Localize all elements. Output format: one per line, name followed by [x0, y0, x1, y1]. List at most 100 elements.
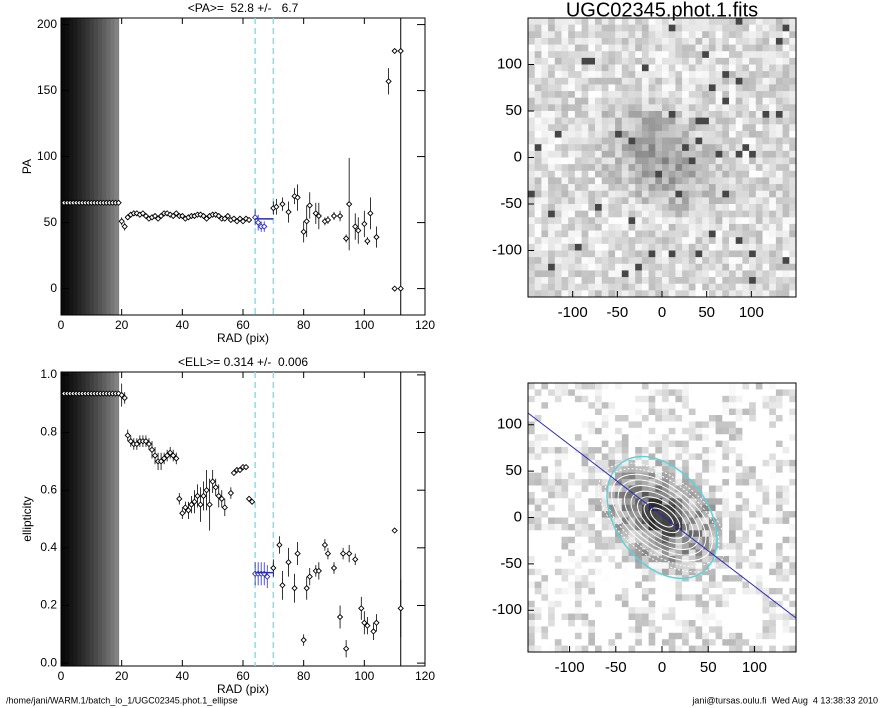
pixel	[789, 459, 797, 467]
pixel	[601, 389, 609, 397]
pixel	[528, 395, 536, 403]
pixel	[749, 150, 757, 158]
pixel	[708, 64, 716, 72]
pixel	[561, 71, 569, 79]
pixel	[749, 600, 757, 608]
pixel	[561, 130, 569, 138]
pixel	[789, 466, 797, 474]
pixel	[708, 440, 716, 448]
pixel	[702, 472, 710, 480]
pixel	[548, 77, 556, 85]
pixel	[742, 104, 750, 112]
pixel	[735, 562, 743, 570]
pixel	[688, 18, 696, 26]
pixel	[708, 77, 716, 85]
pixel	[735, 290, 743, 298]
pixel	[688, 37, 696, 45]
pixel	[608, 250, 616, 258]
pixel	[568, 383, 576, 390]
pixel	[789, 277, 797, 285]
pixel	[722, 197, 730, 205]
pixel	[782, 44, 790, 52]
pixel	[554, 440, 562, 448]
pixel	[695, 575, 703, 582]
pixel	[641, 210, 649, 218]
pixel	[722, 568, 730, 576]
pixel	[641, 157, 649, 165]
pixel	[715, 130, 723, 138]
pixel	[789, 91, 797, 99]
pixel	[628, 18, 636, 26]
pixel	[789, 177, 797, 185]
pixel	[662, 427, 670, 435]
pixel	[581, 91, 589, 99]
pixel	[621, 18, 629, 26]
pixel	[702, 491, 710, 499]
pixel	[541, 523, 549, 531]
pixel	[568, 170, 576, 178]
pixel	[722, 632, 730, 640]
pixel	[668, 117, 676, 125]
pixel	[675, 523, 683, 531]
pixel	[742, 626, 750, 634]
pixel	[708, 408, 716, 416]
pixel	[682, 645, 690, 653]
pixel	[695, 472, 703, 480]
pixel	[702, 383, 710, 390]
pixel	[789, 150, 797, 158]
pixel	[554, 402, 562, 410]
pixel	[688, 263, 696, 271]
pixel	[541, 479, 549, 486]
pixel	[668, 104, 676, 112]
pixel	[628, 581, 636, 589]
pixel	[729, 210, 737, 218]
pixel	[541, 498, 549, 506]
pixel	[755, 77, 763, 85]
pixel	[662, 230, 670, 238]
pixel	[595, 18, 603, 26]
pixel	[608, 421, 616, 429]
shade-stripe	[102, 372, 107, 666]
pixel	[628, 402, 636, 410]
pixel	[708, 223, 716, 231]
pixel	[628, 434, 636, 442]
pixel	[695, 587, 703, 595]
data-point	[303, 585, 310, 592]
data-point	[324, 216, 332, 224]
pixel	[762, 530, 770, 538]
pixel	[675, 84, 683, 92]
pixel	[648, 581, 656, 589]
data-point	[191, 498, 198, 505]
pixel	[554, 523, 562, 531]
pixel	[561, 498, 569, 506]
pixel	[608, 645, 616, 653]
pixel	[541, 472, 549, 480]
pixel	[782, 466, 790, 474]
pixel	[722, 150, 730, 158]
pixel	[729, 472, 737, 480]
pixel	[742, 543, 750, 550]
pixel	[581, 130, 589, 138]
pixel	[541, 587, 549, 595]
pixel	[541, 237, 549, 245]
pixel	[581, 24, 589, 32]
pixel	[675, 117, 683, 125]
pixel	[775, 575, 783, 582]
pixel	[628, 124, 636, 132]
pixel	[755, 466, 763, 474]
pixel	[548, 210, 556, 218]
pixel	[628, 447, 636, 454]
pixel	[648, 230, 656, 238]
pixel	[735, 283, 743, 291]
pixel	[588, 440, 596, 448]
pixel	[561, 472, 569, 480]
pixel	[655, 459, 663, 467]
pixel	[608, 447, 616, 454]
pixel	[655, 511, 663, 518]
pixel	[762, 164, 770, 172]
pixel	[595, 453, 603, 461]
pixel	[615, 453, 623, 461]
pixel	[682, 523, 690, 531]
pixel	[729, 263, 737, 271]
pixel	[534, 184, 542, 192]
